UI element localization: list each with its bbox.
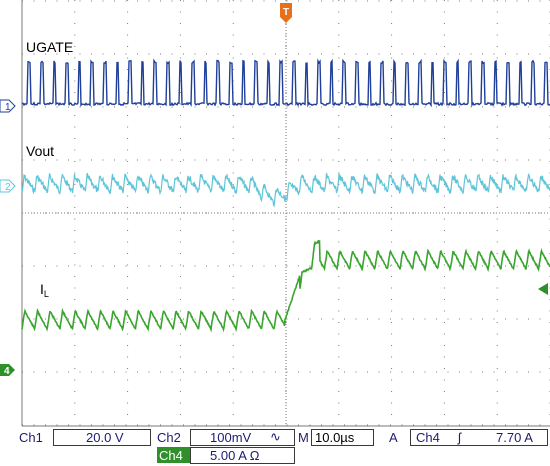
timebase-box[interactable] — [311, 429, 374, 446]
ch2-label: Vout — [26, 143, 54, 159]
ch2-name: Ch2 — [157, 430, 181, 445]
trigger-box[interactable] — [410, 429, 548, 446]
ch1-waveform — [21, 58, 550, 108]
ch2-coupling-icon: ∿ — [270, 429, 281, 444]
ch1-ground-marker[interactable]: 1 — [0, 99, 16, 113]
ch4-scale-box[interactable] — [190, 447, 295, 464]
trigger-source: Ch4 — [416, 430, 440, 445]
ch2-scale: 100mV — [210, 430, 252, 445]
timebase-value: 10.0µs — [315, 430, 355, 445]
graticule — [21, 0, 550, 427]
ch4-name-badge — [157, 447, 190, 463]
svg-text:1: 1 — [5, 102, 11, 113]
ch2-scale-box[interactable] — [190, 429, 295, 446]
ch4-ground-marker[interactable]: 4 — [0, 364, 15, 377]
ch2-waveform — [21, 172, 550, 208]
svg-text:T: T — [283, 7, 289, 18]
ch4-name: Ch4 — [159, 448, 183, 463]
ch4-label: IL — [40, 281, 49, 299]
ch1-label: UGATE — [26, 39, 73, 55]
ch1-scale-box[interactable] — [53, 429, 151, 446]
ch1-scale: 20.0 V — [86, 430, 124, 445]
trigger-level: 7.70 A — [496, 430, 533, 445]
svg-text:2: 2 — [5, 182, 11, 193]
m-label: M — [298, 430, 309, 445]
svg-text:4: 4 — [4, 366, 10, 377]
waveforms — [21, 58, 550, 333]
trigger-marker[interactable]: T — [280, 3, 292, 23]
ch2-ground-marker[interactable]: 2 — [0, 179, 16, 193]
ch4-scale: 5.00 A Ω — [210, 448, 260, 463]
ch1-name: Ch1 — [19, 430, 43, 445]
trigger-level-marker[interactable] — [538, 283, 548, 295]
a-label: A — [389, 430, 398, 445]
trigger-slope-icon: ʃ — [458, 430, 461, 445]
ch4-waveform — [21, 239, 550, 333]
